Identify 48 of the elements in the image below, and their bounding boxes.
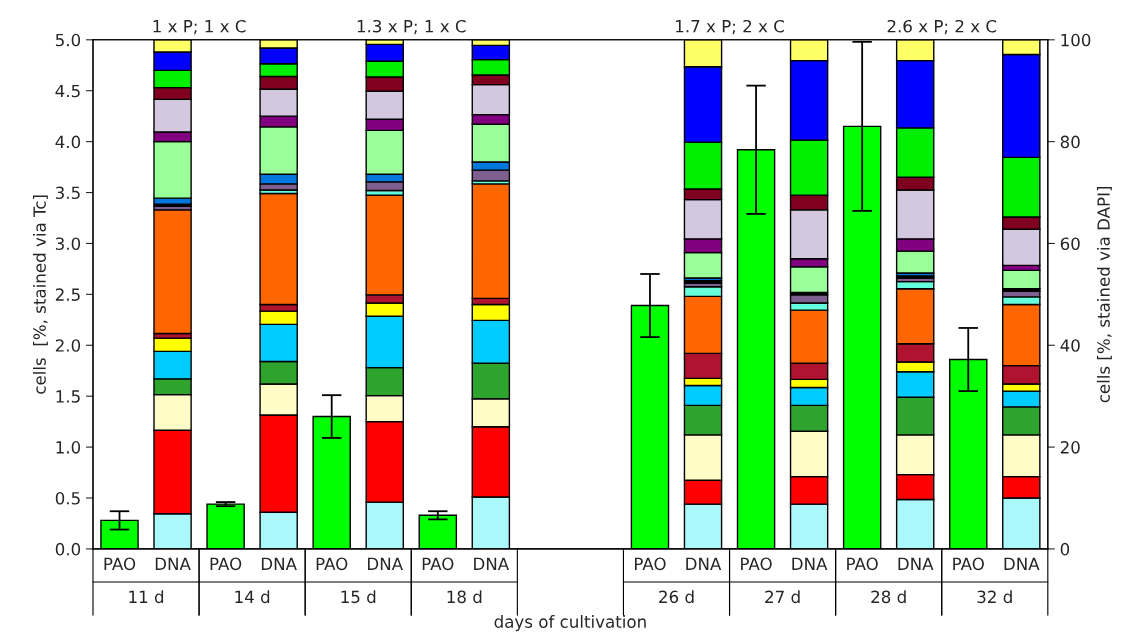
x-tick-label: PAO: [104, 557, 136, 571]
x-tick-label: PAO: [316, 557, 348, 571]
text: 1.7 x P; 2 x C: [676, 19, 784, 35]
y-tick-label: 2.0: [55, 339, 81, 352]
y2-tick-label: 40: [1060, 339, 1080, 352]
y-tick-label: 1.0: [56, 441, 81, 454]
x-tick-label: DNA: [155, 557, 191, 570]
text: 28 d: [871, 590, 906, 604]
y-tick-label: 4.0: [55, 135, 81, 149]
y-tick-label: 5.0: [55, 33, 81, 47]
x-tick-label: PAO: [635, 557, 666, 571]
text: 27 d: [765, 590, 800, 604]
y-tick-label: 0.5: [55, 491, 80, 505]
y2-axis-title: cells [%, stained via DAPI]: [1096, 186, 1112, 403]
y-tick-label: 4.5: [55, 84, 80, 98]
y-tick-label: 3.0: [55, 237, 81, 251]
y2-tick-label: 80: [1060, 135, 1080, 149]
x-tick-label: DNA: [368, 557, 403, 570]
x-tick-label: DNA: [474, 557, 510, 570]
text: 15 d: [341, 590, 376, 604]
y-axis-title: cells [%, stained via Tc]: [32, 195, 48, 394]
x-tick-label: DNA: [792, 557, 828, 570]
y2-tick-label: 60: [1060, 237, 1080, 251]
x-tick-label: PAO: [847, 557, 878, 571]
x-tick-label: DNA: [898, 557, 934, 570]
x-tick-label: PAO: [953, 557, 984, 571]
x-tick-label: PAO: [210, 557, 242, 571]
x-tick-label: PAO: [422, 557, 454, 571]
text: 26 d: [659, 590, 694, 604]
x-tick-label: DNA: [1004, 557, 1040, 570]
text: 1 x P; 1 x C: [153, 19, 246, 35]
text: 11 d: [129, 590, 164, 604]
y-tick-label: 3.5: [55, 186, 80, 200]
x-tick-label: DNA: [686, 557, 722, 570]
y-tick-label: 2.5: [55, 288, 80, 301]
text: 1.3 x P; 1 x C: [357, 19, 466, 35]
text: 14 d: [235, 590, 270, 604]
y2-tick-label: 0: [1060, 542, 1070, 556]
x-axis-title: days of cultivation: [494, 615, 646, 632]
text: 32 d: [977, 590, 1012, 604]
y2-tick-label: 100: [1061, 33, 1091, 47]
x-tick-label: PAO: [741, 557, 772, 571]
x-tick-label: DNA: [261, 557, 297, 570]
y-tick-label: 0.0: [55, 542, 81, 556]
y-tick-label: 1.5: [56, 390, 80, 403]
text: 2.6 x P; 2 x C: [887, 19, 997, 35]
y2-tick-label: 20: [1060, 441, 1080, 454]
text: 18 d: [447, 590, 482, 604]
